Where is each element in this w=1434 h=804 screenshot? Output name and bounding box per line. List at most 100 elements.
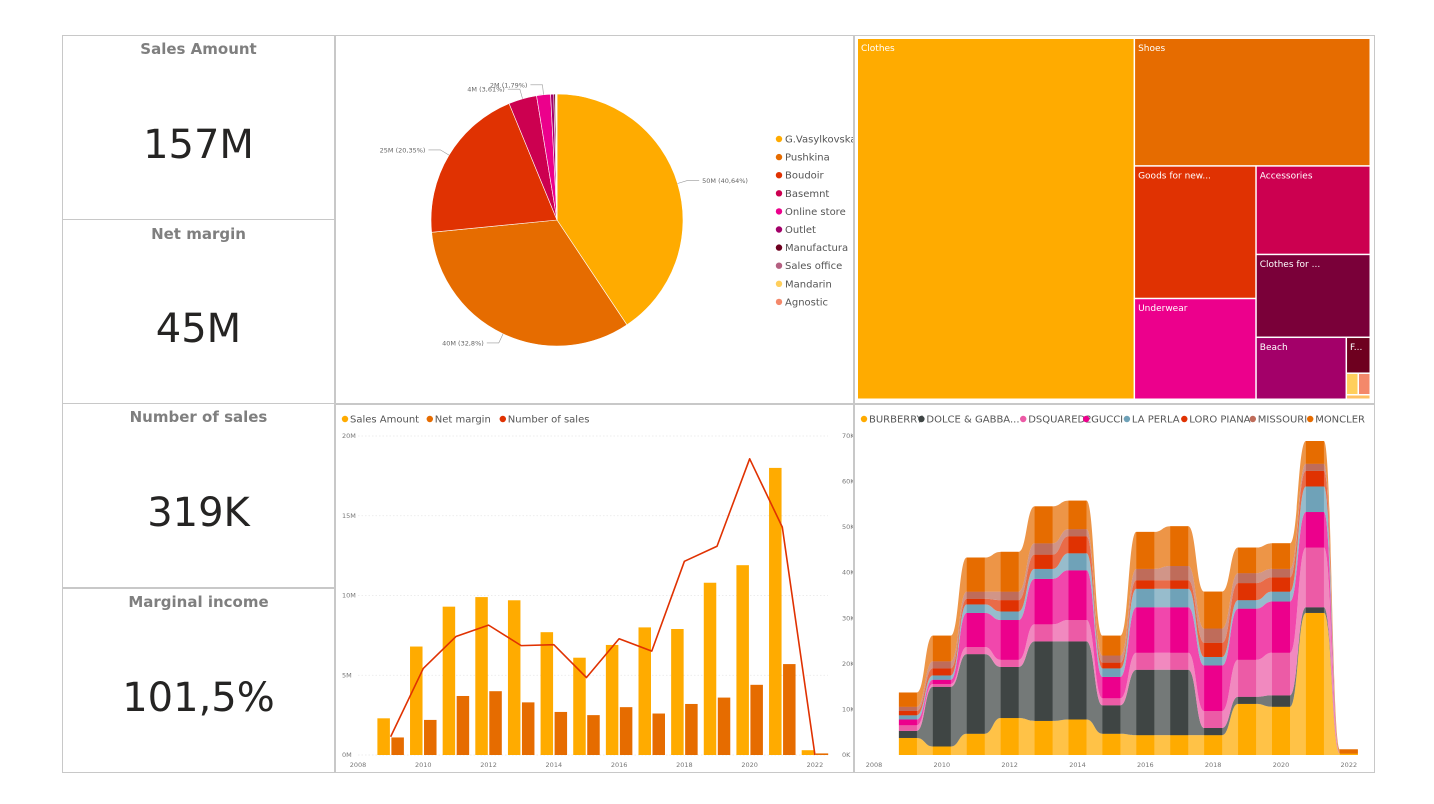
bar-sales-amount-2019 <box>703 582 717 755</box>
treemap-tile-clothes: Clothes <box>858 39 1134 399</box>
bar-net-margin-2013 <box>521 702 535 755</box>
treemap-tile-label: Underwear <box>1138 304 1188 314</box>
pie-chart-card[interactable]: 50M (40,64%) 40M (32,8%) 25M (20,35%) 4M (3… <box>335 35 857 404</box>
pie-leader-line <box>677 180 700 184</box>
treemap-tile-label: Accessories <box>1260 172 1313 182</box>
ribbon-segment-moncler-2018 <box>1204 591 1223 629</box>
y-right-tick-label: 10K <box>842 705 853 713</box>
ribbon-segment-la-perla-2020 <box>1271 591 1290 602</box>
ribbon-segment-burberry-2010 <box>932 746 951 755</box>
kpi-card-sales-amount[interactable]: Sales Amount 157M <box>62 35 335 220</box>
bar-net-margin-2020 <box>750 684 763 755</box>
ribbon-segment-missouri-2015 <box>1102 655 1121 663</box>
bar-net-margin-2021 <box>783 664 796 755</box>
legend-item-outlet: Outlet <box>775 225 816 236</box>
x-tick-label: 2014 <box>1069 761 1086 769</box>
ribbon-segment-la-perla-2016 <box>1136 588 1155 608</box>
ribbon-chart-card[interactable]: BURBERRY DOLCE & GABBA... DSQUARED2 GUCCI LA… <box>854 404 1375 773</box>
bar-sales-amount-2011 <box>442 606 456 755</box>
ribbon-segment-burberry-2016 <box>1136 735 1155 755</box>
bar-net-margin-2009 <box>391 737 404 755</box>
legend-label: Outlet <box>785 225 816 236</box>
legend-label: GUCCI <box>1091 415 1123 426</box>
ribbon-segment-loro-piana-2018 <box>1204 642 1223 657</box>
ribbon-segment-la-perla-2009 <box>898 715 917 720</box>
ribbon-segment-dsquared2-2012 <box>1000 659 1019 667</box>
pie-data-label-text: 2M (1,79%) <box>490 81 528 89</box>
bar-net-margin-2011 <box>456 695 470 755</box>
ribbon-segment-la-perla-2011 <box>966 604 985 613</box>
legend-marker-icon <box>1020 415 1027 423</box>
legend-marker-icon <box>775 172 783 179</box>
combo-chart-card[interactable]: Sales Amount Net margin Number of sales 0M 5… <box>335 404 855 773</box>
ribbon-segment-dsquared2-2014 <box>1068 620 1087 642</box>
bar-net-margin-2014 <box>554 711 568 755</box>
x-tick-label: 2022 <box>1341 761 1358 769</box>
treemap-tile-rect <box>1347 395 1370 399</box>
bar-sales-amount-2022 <box>801 750 815 755</box>
ribbon-segment-dsquared2-2018 <box>1204 710 1223 729</box>
treemap-tile-rect <box>1135 39 1370 166</box>
legend-label: Pushkina <box>785 153 830 164</box>
ribbon-segment-burberry-2017 <box>1170 735 1189 755</box>
ribbon-segment-la-perla-2014 <box>1068 553 1087 571</box>
treemap-tile-accessories: Accessories <box>1256 166 1370 254</box>
ribbon-segment-gucci-2010 <box>932 679 951 684</box>
bar-sales-amount-2014 <box>540 632 554 755</box>
pie-chart: 50M (40,64%) 40M (32,8%) 25M (20,35%) 4M (3… <box>380 81 857 347</box>
legend-item-online-store: Online store <box>775 207 846 218</box>
ribbon-segment-missouri-2013 <box>1034 543 1053 555</box>
ribbon-segment-burberry-2014 <box>1068 719 1087 755</box>
bar-sales-amount-2009 <box>377 718 390 755</box>
y-left-tick-label: 20M <box>342 432 356 440</box>
kpi-card-marginal-income[interactable]: Marginal income 101,5% <box>62 588 335 773</box>
ribbon-segment-loro-piana-2009 <box>898 710 917 716</box>
legend-label: BURBERRY <box>869 415 924 426</box>
legend-marker-icon <box>775 244 783 251</box>
ribbon-segment-moncler-2014 <box>1068 500 1087 530</box>
legend-marker-icon <box>426 415 433 423</box>
legend-item-net-margin: Net margin <box>426 415 491 426</box>
kpi-card-net-margin[interactable]: Net margin 45M <box>62 219 335 404</box>
pie-data-label-text: 4M (3,61%) <box>467 86 505 94</box>
legend-item-pushkina: Pushkina <box>775 153 830 164</box>
kpi-value: 101,5% <box>122 675 275 721</box>
x-tick-label: 2010 <box>415 761 432 769</box>
ribbon-segment-loro-piana-2021 <box>1305 470 1324 487</box>
x-tick-label: 2016 <box>611 761 628 769</box>
x-tick-label: 2020 <box>1273 761 1290 769</box>
ribbon-segment-la-perla-2018 <box>1204 656 1223 666</box>
ribbon-segment-moncler-2012 <box>1000 551 1019 592</box>
ribbon-segment-la-perla-2019 <box>1238 600 1257 609</box>
legend-marker-icon <box>1249 415 1256 423</box>
legend-item-gucci: GUCCI <box>1082 415 1123 426</box>
legend-label: Agnostic <box>785 297 828 308</box>
ribbon-segment-moncler-2009 <box>898 692 917 707</box>
y-right-tick-label: 40K <box>842 569 853 577</box>
ribbon-segment-loro-piana-2017 <box>1170 580 1189 589</box>
legend-item-sales-office: Sales office <box>775 261 842 272</box>
legend-label: Net margin <box>435 415 491 426</box>
treemap-tile-beach: Beach <box>1256 338 1346 399</box>
legend-label: Basemnt <box>785 189 829 200</box>
treemap-card[interactable]: Clothes Shoes Goods for new... Underwear Acc… <box>854 35 1375 404</box>
ribbon-segment-dsquared2-2021 <box>1305 547 1324 608</box>
y-right-tick-label: 0K <box>842 751 851 759</box>
ribbon-segment-burberry-2011 <box>966 733 985 755</box>
treemap-tile-label: Clothes for ... <box>1260 260 1320 270</box>
ribbon-segment-gucci-2019 <box>1238 608 1257 660</box>
ribbon-segment-loro-piana-2010 <box>932 668 951 676</box>
ribbon-segment-burberry-2015 <box>1102 733 1121 755</box>
ribbon-segment-loro-piana-2012 <box>1000 600 1019 612</box>
y-right-tick-label: 30K <box>842 614 853 622</box>
ribbon-segment-dolce-gabba-2014 <box>1068 641 1087 720</box>
ribbon-segment-gucci-2012 <box>1000 620 1019 660</box>
ribbon-segment-moncler-2021 <box>1305 441 1324 464</box>
ribbon-segment-loro-piana-2019 <box>1238 583 1257 601</box>
kpi-card-number-of-sales[interactable]: Number of sales 319K <box>62 403 335 588</box>
legend-marker-icon <box>1181 415 1188 423</box>
combo-chart: Sales Amount Net margin Number of sales 0M 5… <box>341 415 855 769</box>
pie-data-label-text: 25M (20,35%) <box>380 146 426 154</box>
treemap-chart: Clothes Shoes Goods for new... Underwear Acc… <box>858 39 1370 399</box>
legend-marker-icon <box>775 190 783 197</box>
